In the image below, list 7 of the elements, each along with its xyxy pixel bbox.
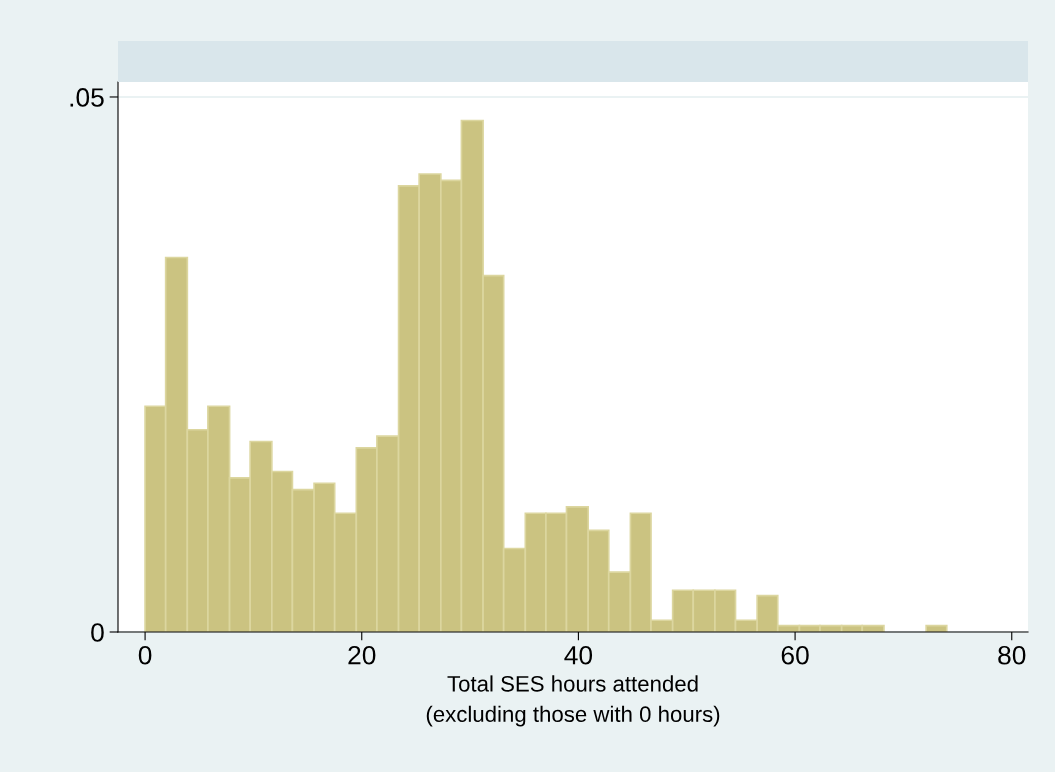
- x-tick-label: 20: [348, 645, 376, 665]
- x-tick-label: 40: [564, 645, 593, 665]
- y-tick-label: .05: [70, 88, 104, 107]
- x-axis-title: Total SES hours attended (excluding those with 0 hours): [426, 675, 720, 727]
- x-tick-label: 60: [781, 645, 809, 665]
- x-tick-label: 80: [998, 645, 1026, 665]
- x-tick-label: 0: [138, 645, 152, 665]
